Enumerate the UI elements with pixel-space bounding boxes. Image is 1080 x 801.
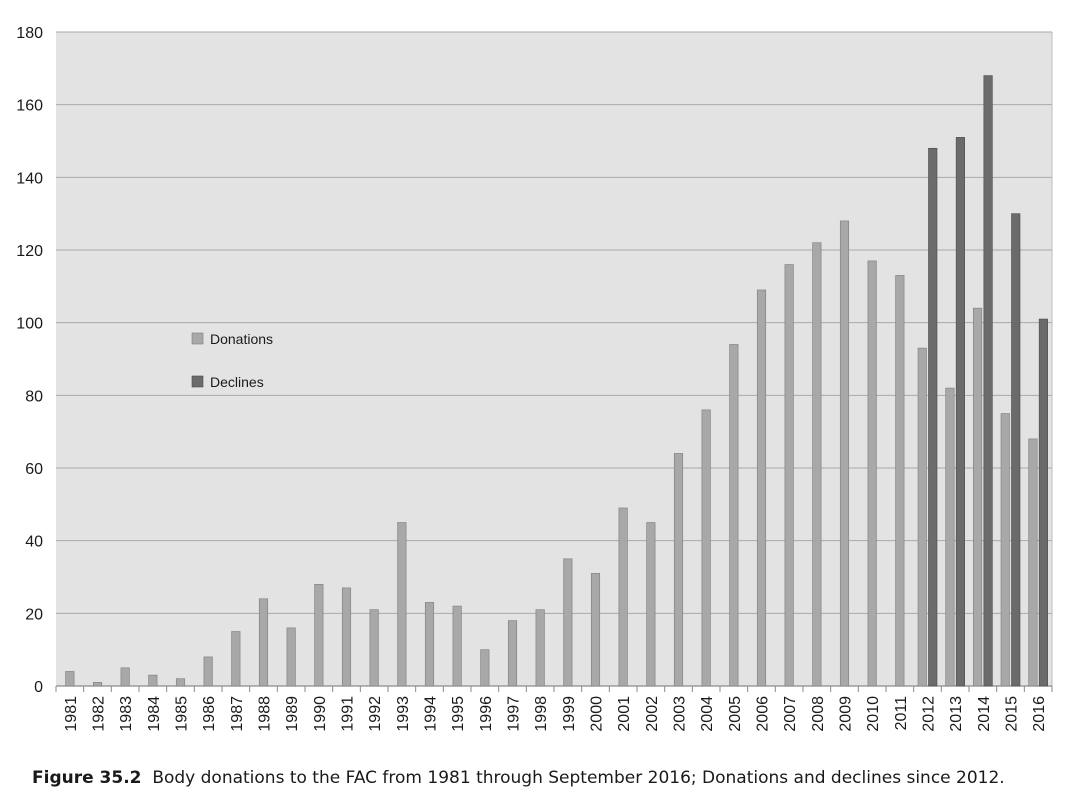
bar-donations: [917, 347, 927, 687]
x-tick-label: 1986: [201, 696, 218, 732]
x-tick-label: 1992: [367, 696, 384, 732]
bar-donations: [369, 609, 379, 687]
bar-donations: [92, 682, 103, 687]
x-tick-label: 1997: [506, 696, 523, 732]
bar-donations: [424, 602, 435, 687]
bar-donations: [397, 522, 407, 687]
x-tick-label: 1988: [257, 696, 274, 732]
x-tick-label: 2016: [1031, 696, 1048, 732]
x-tick-label: 2014: [976, 696, 993, 732]
bar-donations: [646, 522, 656, 687]
bar-donations: [65, 671, 75, 687]
bar-donations: [258, 598, 269, 687]
x-tick-label: 1996: [478, 696, 495, 732]
bar-donations: [203, 656, 213, 687]
y-tick-label: 160: [16, 98, 43, 115]
y-tick-label: 120: [16, 243, 43, 260]
bar-donations: [452, 605, 462, 687]
legend-label-declines: Declines: [210, 374, 264, 390]
bar-donations: [175, 678, 186, 687]
x-tick-label: 1983: [118, 696, 135, 732]
bar-donations: [1000, 413, 1010, 687]
bar-declines: [1011, 213, 1021, 687]
bar-donations: [1028, 438, 1038, 687]
y-tick-label: 60: [25, 461, 43, 478]
x-tick-label: 2007: [782, 696, 799, 732]
x-tick-label: 2012: [921, 696, 938, 732]
bar-donations: [480, 649, 490, 687]
y-tick-label: 100: [16, 316, 43, 333]
bar-donations: [120, 667, 130, 687]
bar-donations: [945, 387, 955, 687]
y-tick-label: 180: [16, 25, 43, 42]
bar-donations: [148, 674, 158, 687]
bar-donations: [729, 344, 739, 687]
bar-donations: [701, 409, 711, 687]
bar-declines: [1038, 318, 1048, 687]
x-tick-label: 1998: [533, 696, 550, 732]
x-tick-label: 2000: [589, 696, 606, 732]
bar-donations: [618, 507, 628, 687]
bar-donations: [784, 264, 794, 687]
legend-swatch-donations: [191, 332, 204, 345]
x-tick-label: 1985: [174, 696, 191, 732]
bar-donations: [563, 558, 573, 687]
bar-donations: [973, 307, 983, 687]
x-tick-label: 2010: [865, 696, 882, 732]
x-tick-label: 1999: [561, 696, 578, 732]
bar-donations: [590, 573, 601, 687]
chart-canvas: 0 20 40 60 80 100 120 140 160 180 1981 1982 1983 1984…: [16, 25, 1053, 732]
bar-donations: [231, 631, 241, 687]
x-tick-label: 1990: [312, 696, 329, 732]
x-tick-label: 2004: [699, 696, 716, 732]
bar-donations: [867, 260, 877, 687]
x-tick-label: 1991: [340, 696, 357, 732]
caption-label: Figure 35.2: [32, 768, 142, 788]
bar-declines: [928, 147, 938, 687]
x-tick-label: 1995: [450, 696, 467, 732]
x-tick-label: 2015: [1004, 696, 1021, 732]
y-tick-label: 140: [16, 170, 43, 187]
bar-donations: [895, 275, 905, 687]
bar-donations: [673, 453, 684, 687]
figure-caption: Figure 35.2 Body donations to the FAC fr…: [32, 768, 1005, 788]
x-tick-label: 1994: [423, 696, 440, 732]
x-tick-label: 1984: [146, 696, 163, 732]
x-tick-label: 1981: [63, 696, 80, 732]
bar-donations: [507, 620, 518, 687]
bar-donations: [286, 627, 296, 687]
x-tick-label: 1989: [284, 696, 301, 732]
y-tick-label: 0: [34, 679, 43, 696]
x-tick-label: 2008: [810, 696, 827, 732]
x-tick-label: 2013: [948, 696, 965, 732]
x-tick-label: 2006: [755, 696, 772, 732]
bar-donations: [839, 220, 850, 687]
x-tick-label: 2002: [644, 696, 661, 732]
plot-area: [56, 32, 1052, 686]
bar-donations: [341, 587, 352, 687]
x-tick-label: 2005: [727, 696, 744, 732]
bar-donations: [535, 609, 545, 687]
x-tick-label: 2011: [893, 696, 910, 731]
y-tick-label: 80: [25, 388, 43, 405]
bar-chart: 0 20 40 60 80 100 120 140 160 180 1981 1982 1983 1984…: [16, 25, 1053, 732]
bar-donations: [314, 583, 324, 687]
x-tick-label: 2003: [672, 696, 689, 732]
x-tick-label: 2001: [616, 696, 633, 732]
y-tick-label: 20: [25, 606, 43, 623]
y-tick-label: 40: [25, 534, 43, 551]
bar-donations: [812, 242, 822, 687]
caption-text: Body donations to the FAC from 1981 thro…: [152, 768, 1005, 788]
bar-declines: [983, 75, 993, 687]
bar-donations: [756, 289, 767, 687]
legend-label-donations: Donations: [210, 331, 273, 347]
bar-declines: [955, 137, 965, 687]
x-tick-label: 1987: [229, 696, 246, 732]
x-tick-label: 1993: [395, 696, 412, 732]
x-tick-label: 2009: [838, 696, 855, 732]
x-tick-label: 1982: [91, 696, 108, 732]
legend-swatch-declines: [191, 375, 204, 388]
